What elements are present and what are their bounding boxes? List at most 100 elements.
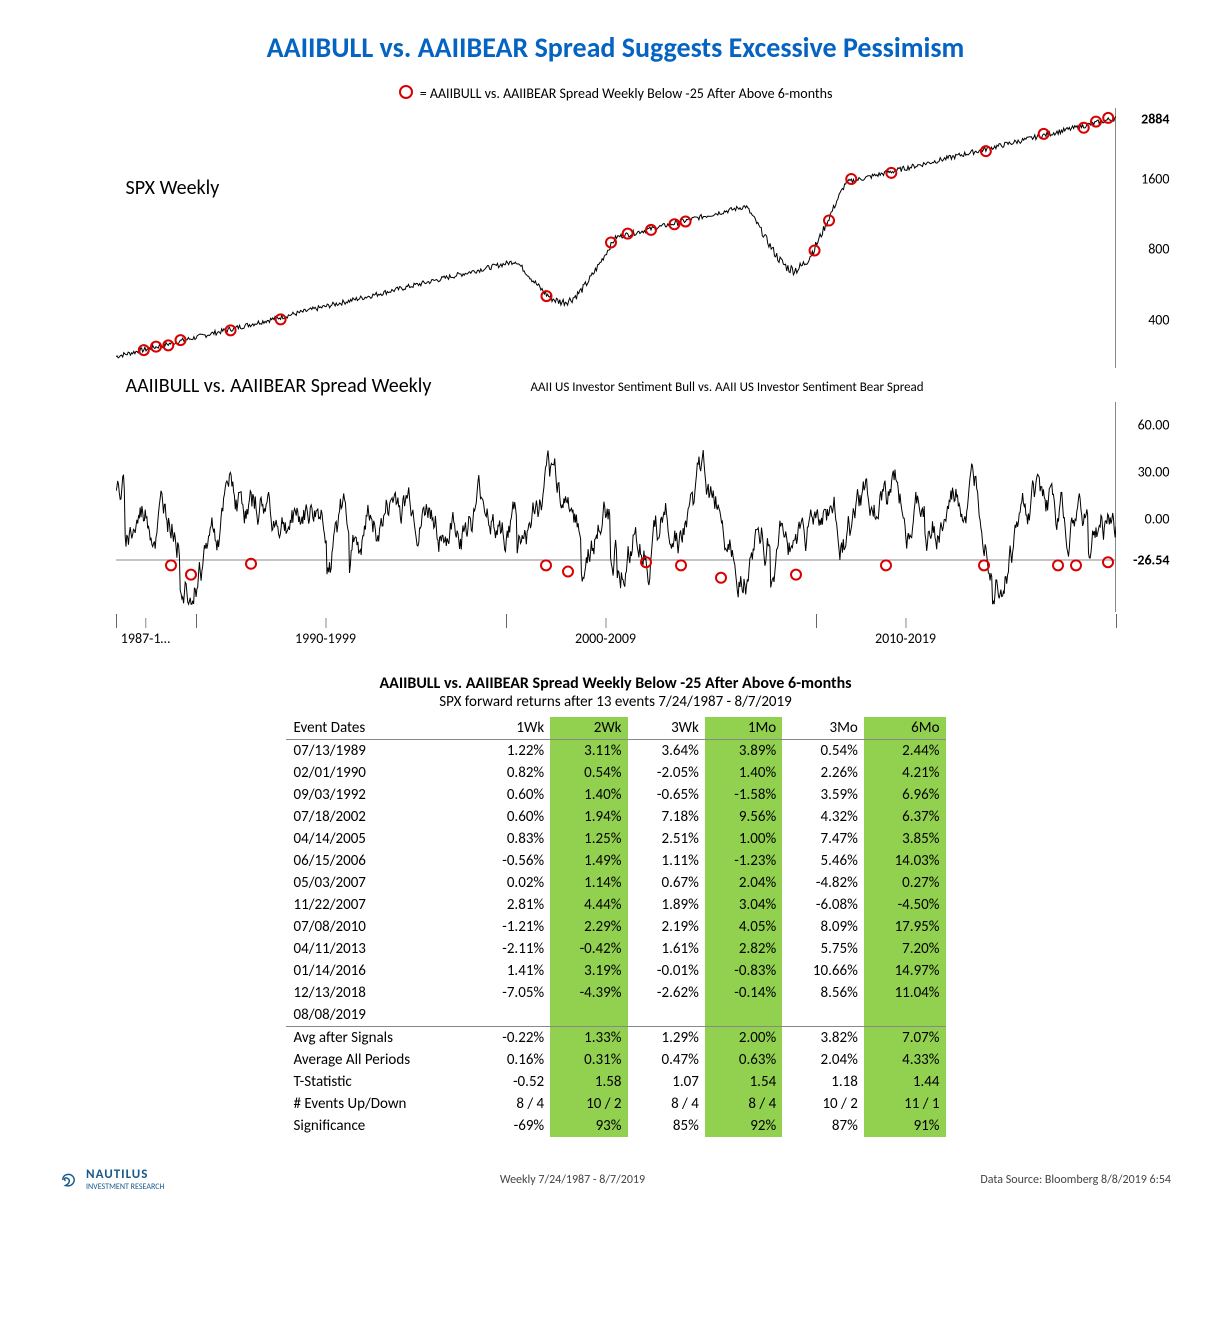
ytick: -26.54: [1133, 551, 1169, 568]
cell: 3.11%: [550, 740, 627, 763]
cell: 9.56%: [705, 806, 782, 828]
col-header: 2Wk: [550, 717, 627, 740]
cell: 6.96%: [864, 784, 946, 806]
cell: 4.05%: [705, 916, 782, 938]
cell: 1.25%: [550, 828, 627, 850]
footer: NAUTILUS INVESTMENT RESEARCH Weekly 7/24…: [40, 1167, 1191, 1192]
cell: 5.75%: [782, 938, 864, 960]
ytick: 2884: [1141, 110, 1169, 127]
cell: 3.04%: [705, 894, 782, 916]
summary-cell: 1.29%: [628, 1027, 705, 1050]
col-header: 3Wk: [628, 717, 705, 740]
cell: 17.95%: [864, 916, 946, 938]
cell: [864, 1004, 946, 1027]
cell: 2.44%: [864, 740, 946, 763]
summary-cell: 8 / 4: [628, 1093, 705, 1115]
cell: 1.40%: [705, 762, 782, 784]
cell: 8.09%: [782, 916, 864, 938]
cell: -7.05%: [473, 982, 550, 1004]
summary-cell: 87%: [782, 1115, 864, 1137]
cell: 2.51%: [628, 828, 705, 850]
col-header: 3Mo: [782, 717, 864, 740]
summary-cell: 85%: [628, 1115, 705, 1137]
cell: 6.37%: [864, 806, 946, 828]
summary-cell: -0.22%: [473, 1027, 550, 1050]
summary-cell: # Events Up/Down: [286, 1093, 473, 1115]
cell: -1.23%: [705, 850, 782, 872]
cell: 05/03/2007: [286, 872, 473, 894]
cell: -4.50%: [864, 894, 946, 916]
ytick: 30.00: [1138, 464, 1170, 481]
summary-cell: 2.00%: [705, 1027, 782, 1050]
cell: 2.04%: [705, 872, 782, 894]
ytick: 60.00: [1138, 417, 1170, 434]
cell: [782, 1004, 864, 1027]
summary-cell: 1.44: [864, 1071, 946, 1093]
cell: 0.82%: [473, 762, 550, 784]
summary-cell: Significance: [286, 1115, 473, 1137]
summary-cell: Avg after Signals: [286, 1027, 473, 1050]
marker-legend: = AAIIBULL vs. AAIIBEAR Spread Weekly Be…: [40, 85, 1191, 102]
cell: -4.39%: [550, 982, 627, 1004]
cell: 4.21%: [864, 762, 946, 784]
cell: 04/14/2005: [286, 828, 473, 850]
ytick: 400: [1148, 312, 1169, 329]
ytick: 0.00: [1145, 510, 1170, 527]
cell: 2.26%: [782, 762, 864, 784]
cell: 1.00%: [705, 828, 782, 850]
summary-cell: -0.52: [473, 1071, 550, 1093]
xtick: 1987-1…: [121, 618, 170, 647]
table-subtitle: SPX forward returns after 13 events 7/24…: [286, 693, 946, 711]
cell: 11.04%: [864, 982, 946, 1004]
cell: 3.85%: [864, 828, 946, 850]
summary-cell: 8 / 4: [473, 1093, 550, 1115]
cell: 5.46%: [782, 850, 864, 872]
summary-cell: 10 / 2: [782, 1093, 864, 1115]
returns-table: Event Dates1Wk2Wk3Wk1Mo3Mo6Mo07/13/19891…: [286, 717, 946, 1137]
cell: -0.65%: [628, 784, 705, 806]
summary-cell: 0.16%: [473, 1049, 550, 1071]
summary-cell: 11 / 1: [864, 1093, 946, 1115]
cell: 2.81%: [473, 894, 550, 916]
cell: -0.56%: [473, 850, 550, 872]
cell: 1.49%: [550, 850, 627, 872]
cell: -1.21%: [473, 916, 550, 938]
cell: 04/11/2013: [286, 938, 473, 960]
x-axis: 1987-1…1990-19992000-20092010-2019: [116, 618, 1116, 644]
logo: NAUTILUS INVESTMENT RESEARCH: [60, 1167, 165, 1192]
cell: 02/01/1990: [286, 762, 473, 784]
spread-label: AAIIBULL vs. AAIIBEAR Spread Weekly: [126, 374, 432, 398]
cell: [550, 1004, 627, 1027]
cell: 4.44%: [550, 894, 627, 916]
cell: -2.05%: [628, 762, 705, 784]
cell: 1.61%: [628, 938, 705, 960]
summary-cell: 0.63%: [705, 1049, 782, 1071]
returns-table-block: AAIIBULL vs. AAIIBEAR Spread Weekly Belo…: [286, 674, 946, 1137]
cell: 3.64%: [628, 740, 705, 763]
cell: 3.19%: [550, 960, 627, 982]
spread-chart: 0.0030.0060.00-26.54: [116, 402, 1116, 612]
summary-cell: 0.47%: [628, 1049, 705, 1071]
cell: 4.32%: [782, 806, 864, 828]
summary-cell: 0.31%: [550, 1049, 627, 1071]
cell: 0.27%: [864, 872, 946, 894]
summary-cell: 4.33%: [864, 1049, 946, 1071]
cell: 0.83%: [473, 828, 550, 850]
cell: -0.83%: [705, 960, 782, 982]
cell: 12/13/2018: [286, 982, 473, 1004]
cell: 11/22/2007: [286, 894, 473, 916]
spread-sublabel: AAII US Investor Sentiment Bull vs. AAII…: [531, 380, 924, 395]
cell: -0.01%: [628, 960, 705, 982]
cell: 0.02%: [473, 872, 550, 894]
summary-cell: 1.18: [782, 1071, 864, 1093]
cell: -0.14%: [705, 982, 782, 1004]
summary-cell: 8 / 4: [705, 1093, 782, 1115]
cell: -2.62%: [628, 982, 705, 1004]
cell: -4.82%: [782, 872, 864, 894]
cell: 0.54%: [550, 762, 627, 784]
cell: 07/08/2010: [286, 916, 473, 938]
cell: 06/15/2006: [286, 850, 473, 872]
summary-cell: 3.82%: [782, 1027, 864, 1050]
cell: 0.60%: [473, 784, 550, 806]
ytick: 800: [1148, 241, 1169, 258]
